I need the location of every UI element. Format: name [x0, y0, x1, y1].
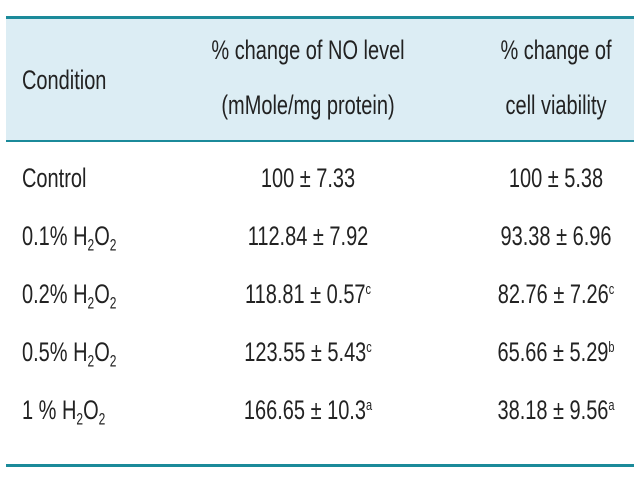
header-cell: % change of NO level: [177, 35, 438, 65]
header-cell: Condition: [22, 65, 136, 95]
condition-cell: 1 % H2O2: [22, 395, 135, 428]
viability-cell: 93.38 ± 6.96: [481, 221, 631, 251]
header-text: % change of: [500, 35, 612, 65]
header-text: cell viability: [505, 90, 607, 120]
viability-cell: 82.76 ± 7.26c: [477, 279, 634, 309]
condition-cell: Control: [22, 163, 109, 193]
value-text: 123.55 ± 5.43: [244, 337, 367, 367]
condition-text: O: [94, 221, 110, 251]
value-text: 82.76 ± 7.26: [497, 279, 609, 309]
no-cell: 118.81 ± 0.57c: [223, 279, 393, 309]
no-cell: 123.55 ± 5.43c: [222, 337, 394, 367]
header-cell: % change of: [481, 35, 631, 65]
header-background: [6, 18, 634, 140]
header-rule: [6, 140, 634, 142]
no-cell: 100 ± 7.33: [244, 163, 371, 193]
significance-mark: a: [608, 398, 615, 415]
condition-text: 0.5% H: [22, 337, 88, 367]
subscript: 2: [87, 236, 95, 255]
condition-text: 1 % H: [22, 395, 77, 425]
significance-mark: c: [608, 282, 615, 299]
value-text: 100 ± 7.33: [260, 163, 356, 193]
header-text: % change of NO level: [211, 35, 405, 65]
condition-text: O: [83, 395, 99, 425]
header-text: Condition: [22, 65, 107, 95]
value-text: 65.66 ± 5.29: [497, 337, 609, 367]
viability-cell: 65.66 ± 5.29b: [477, 337, 635, 367]
viability-cell: 100 ± 5.38: [492, 163, 619, 193]
condition-text: 0.1% H: [22, 221, 88, 251]
subscript: 2: [87, 294, 95, 313]
value-text: 166.65 ± 10.3: [243, 395, 366, 425]
no-cell: 166.65 ± 10.3a: [221, 395, 394, 425]
condition-cell: 0.2% H2O2: [22, 279, 150, 312]
subscript: 2: [98, 410, 106, 429]
significance-mark: c: [366, 340, 372, 357]
condition-cell: 0.5% H2O2: [22, 337, 150, 370]
subscript: 2: [76, 410, 84, 429]
condition-cell: 0.1% H2O2: [22, 221, 150, 254]
viability-cell: 38.18 ± 9.56a: [477, 395, 635, 425]
significance-mark: a: [365, 398, 373, 415]
subscript: 2: [87, 352, 95, 371]
value-text: 93.38 ± 6.96: [500, 221, 612, 251]
bottom-rule: [6, 464, 634, 467]
value-text: 112.84 ± 7.92: [247, 221, 369, 251]
subscript: 2: [109, 352, 117, 371]
significance-mark: c: [365, 282, 372, 299]
condition-text: 0.2% H: [22, 279, 88, 309]
subscript: 2: [109, 236, 117, 255]
significance-mark: b: [608, 340, 615, 357]
value-text: 38.18 ± 9.56: [497, 395, 609, 425]
top-rule: [6, 16, 634, 19]
value-text: 118.81 ± 0.57: [244, 279, 366, 309]
header-text: (mMole/mg protein): [221, 90, 395, 120]
condition-text: O: [94, 337, 110, 367]
condition-text: Control: [22, 163, 87, 193]
no-cell: 112.84 ± 7.92: [227, 221, 390, 251]
condition-text: O: [94, 279, 110, 309]
header-cell: cell viability: [488, 90, 625, 120]
value-text: 100 ± 5.38: [508, 163, 604, 193]
subscript: 2: [109, 294, 117, 313]
header-cell: (mMole/mg protein): [191, 90, 425, 120]
